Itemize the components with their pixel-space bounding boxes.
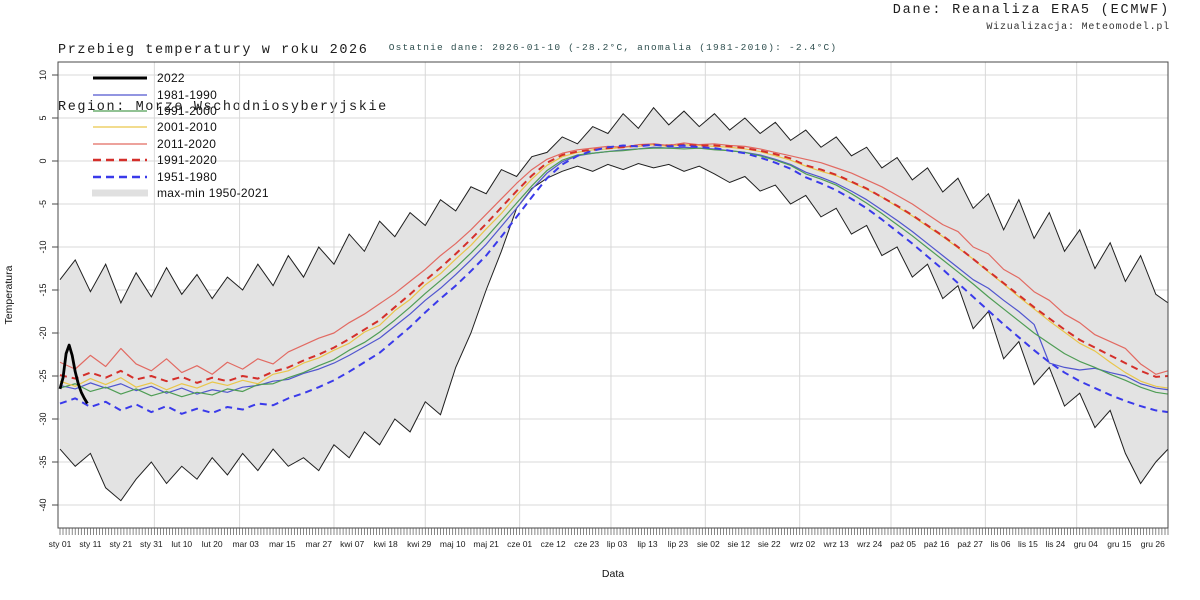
band-lower-edge <box>59 163 1169 502</box>
legend-line-swatch <box>93 175 147 178</box>
chart-title: Przebieg temperatury w roku 2026 <box>58 43 369 58</box>
x-tick-label: lip 03 <box>607 539 628 549</box>
y-tick-label: 5 <box>38 115 48 120</box>
legend-item: 2022 <box>92 70 269 86</box>
legend-line-swatch <box>93 143 147 145</box>
legend-item: max-min 1950-2021 <box>92 185 269 201</box>
x-tick-label: gru 04 <box>1074 539 1098 549</box>
y-tick-label: -10 <box>38 240 48 253</box>
y-axis-title: Temperatura <box>3 265 15 325</box>
x-tick-label: kwi 29 <box>407 539 431 549</box>
legend-label: 2022 <box>157 71 185 86</box>
legend-item: 2011-2020 <box>92 136 269 152</box>
x-daily-ticks <box>59 528 1169 535</box>
source-block: Dane: Reanaliza ERA5 (ECMWF) Wizualizacj… <box>893 3 1170 33</box>
x-tick-label: cze 01 <box>507 539 532 549</box>
chart-legend: 2022 1981-1990 1991-2000 2001-2010 2011-2020… <box>92 70 269 201</box>
x-tick-label: sie 22 <box>758 539 781 549</box>
x-tick-label: paź 27 <box>957 539 983 549</box>
x-tick-label: maj 21 <box>473 539 499 549</box>
x-tick-label: lut 20 <box>202 539 223 549</box>
legend-line-swatch <box>93 126 147 129</box>
x-tick-label: sty 11 <box>79 539 101 549</box>
x-tick-label: lis 06 <box>991 539 1011 549</box>
x-tick-label: lis 24 <box>1045 539 1065 549</box>
x-tick-label: wrz 13 <box>823 539 849 549</box>
legend-label: max-min 1950-2021 <box>157 185 269 200</box>
x-tick-label: sty 01 <box>49 539 72 549</box>
x-tick-label: mar 27 <box>306 539 333 549</box>
latest-data-subtitle: Ostatnie dane: 2026-01-10 (-28.2°C, anom… <box>388 42 838 53</box>
legend-band-swatch <box>92 189 148 197</box>
x-tick-label: sie 02 <box>697 539 720 549</box>
x-tick-label: kwi 07 <box>340 539 364 549</box>
series-2022 <box>58 343 89 405</box>
legend-label: 1991-2000 <box>157 103 218 118</box>
legend-item: 1951-1980 <box>92 168 269 184</box>
y-tick-label: 10 <box>38 70 48 80</box>
legend-item: 1991-2020 <box>92 152 269 168</box>
legend-label: 1951-1980 <box>157 169 218 184</box>
x-tick-label: mar 15 <box>269 539 296 549</box>
x-tick-label: paź 05 <box>890 539 916 549</box>
x-tick-label: gru 26 <box>1141 539 1165 549</box>
x-tick-label: lis 15 <box>1018 539 1038 549</box>
legend-line-swatch <box>93 158 147 162</box>
legend-label: 2001-2010 <box>157 120 218 135</box>
x-tick-label: sty 21 <box>110 539 133 549</box>
legend-line-swatch <box>93 76 147 80</box>
visualization-credit: Wizualizacja: Meteomodel.pl <box>986 22 1170 33</box>
legend-line-swatch <box>93 93 147 96</box>
series-2011-2020 <box>59 142 1169 375</box>
max-min-band <box>60 107 1168 501</box>
x-tick-label: paź 16 <box>924 539 950 549</box>
x-tick-label: maj 10 <box>440 539 466 549</box>
y-tick-label: -15 <box>38 283 48 296</box>
x-tick-label: cze 23 <box>574 539 599 549</box>
x-tick-label: wrz 24 <box>856 539 882 549</box>
legend-label: 2011-2020 <box>157 136 217 151</box>
x-tick-label: gru 15 <box>1107 539 1131 549</box>
y-tick-label: -40 <box>38 498 48 511</box>
y-tick-label: -30 <box>38 412 48 425</box>
series-1991-2020 <box>59 143 1169 384</box>
y-tick-label: -20 <box>38 326 48 339</box>
data-source: Dane: Reanaliza ERA5 (ECMWF) <box>892 3 1170 18</box>
legend-label: 1991-2020 <box>157 153 218 168</box>
series-1991-2000 <box>59 147 1169 398</box>
plot-box <box>57 61 1169 529</box>
legend-item: 1991-2000 <box>92 103 269 119</box>
x-tick-label: kwi 18 <box>374 539 398 549</box>
x-tick-label: mar 03 <box>232 539 259 549</box>
x-tick-label: lip 23 <box>668 539 689 549</box>
legend-line-swatch <box>93 110 147 112</box>
x-tick-label: wrz 02 <box>789 539 815 549</box>
title-block: Przebieg temperatury w roku 2026 Region:… <box>58 3 388 155</box>
legend-label: 1981-1990 <box>157 87 218 102</box>
y-tick-label: -5 <box>38 200 48 208</box>
legend-item: 2001-2010 <box>92 119 269 135</box>
y-tick-label: 0 <box>38 158 48 163</box>
x-axis-title: Data <box>601 568 625 580</box>
legend-item: 1981-1990 <box>92 86 269 102</box>
x-tick-label: sie 12 <box>727 539 750 549</box>
x-tick-label: lip 13 <box>637 539 658 549</box>
x-tick-label: lut 10 <box>171 539 192 549</box>
y-tick-label: -25 <box>38 369 48 382</box>
y-tick-label: -35 <box>38 455 48 468</box>
band-upper-edge <box>59 106 1169 305</box>
x-tick-label: cze 12 <box>541 539 566 549</box>
x-tick-label: sty 31 <box>140 539 163 549</box>
